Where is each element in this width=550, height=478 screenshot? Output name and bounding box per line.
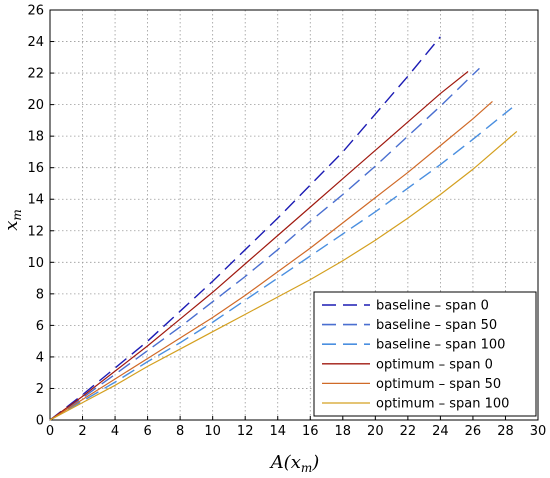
y-tick-label: 12 (27, 224, 44, 239)
y-tick-label: 24 (27, 35, 44, 50)
x-tick-label: 18 (335, 424, 352, 439)
y-tick-label: 8 (36, 287, 44, 302)
x-tick-label: 14 (269, 424, 286, 439)
x-tick-label: 26 (465, 424, 482, 439)
grid (50, 10, 538, 420)
x-tick-label: 12 (237, 424, 254, 439)
y-tick-label: 10 (27, 256, 44, 271)
legend-label-3: baseline – span 100 (376, 338, 505, 353)
y-tick-label: 2 (36, 382, 44, 397)
y-tick-label: 26 (27, 4, 44, 19)
x-tick-label: 28 (497, 424, 514, 439)
y-tick-label: 20 (27, 98, 44, 113)
legend-label-5: optimum – span 50 (376, 377, 501, 392)
legend-label-2: baseline – span 50 (376, 318, 497, 333)
y-tick-label: 18 (27, 130, 44, 145)
y-tick-label: 14 (27, 193, 44, 208)
legend-label-6: optimum – span 100 (376, 397, 509, 412)
y-tick-label: 4 (36, 350, 44, 365)
series-lines (49, 36, 518, 421)
series-line-1 (49, 36, 441, 421)
legend-label-1: baseline – span 0 (376, 299, 489, 314)
y-tick-label: 16 (27, 161, 44, 176)
series-line-4 (49, 71, 469, 421)
x-tick-label: 16 (302, 424, 319, 439)
x-tick-label: 8 (176, 424, 184, 439)
plot-frame (49, 9, 539, 421)
y-tick-label: 22 (27, 67, 44, 82)
x-tick-label: 6 (143, 424, 151, 439)
series-line-5 (49, 101, 493, 421)
x-axis-label: A(xm) (269, 452, 320, 475)
x-tick-label: 0 (46, 424, 54, 439)
legend-box (313, 291, 537, 417)
y-tick-label: 0 (36, 414, 44, 429)
x-tick-label: 4 (111, 424, 119, 439)
x-tick-label: 22 (400, 424, 417, 439)
x-tick-label: 20 (367, 424, 384, 439)
legend: baseline – span 0 baseline – span 50 basel… (313, 291, 537, 417)
x-tick-label: 24 (432, 424, 449, 439)
axes: 0 2 4 6 8 10 12 14 16 18 20 22 24 26 28 300246810121416… (27, 4, 546, 440)
x-tick-label: 30 (530, 424, 547, 439)
y-axis-label: xm (1, 209, 24, 231)
series-line-2 (49, 67, 480, 421)
y-tick-label: 6 (36, 319, 44, 334)
series-line-3 (49, 107, 513, 421)
legend-label-4: optimum – span 0 (376, 357, 493, 372)
x-tick-label: 10 (204, 424, 221, 439)
x-tick-label: 2 (78, 424, 86, 439)
series-line-6 (49, 130, 518, 421)
